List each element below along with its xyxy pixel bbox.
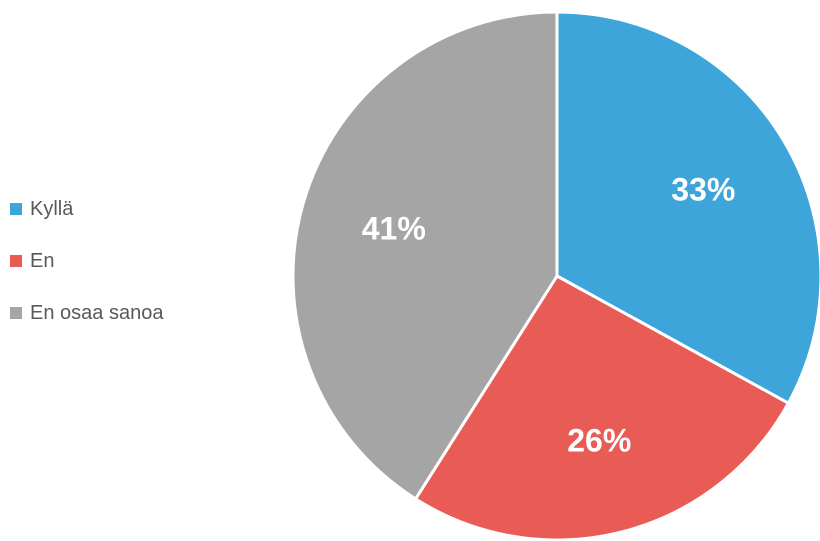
legend-label-en: En xyxy=(30,249,55,272)
legend-swatch-en xyxy=(10,255,22,267)
data-label-en: 26% xyxy=(567,423,631,459)
pie-slice-en-osaa-sanoa xyxy=(291,10,559,501)
legend-item-kylla: Kyllä xyxy=(10,196,163,222)
legend-swatch-en-osaa-sanoa xyxy=(10,307,22,319)
legend: Kyllä En En osaa sanoa xyxy=(10,196,163,352)
data-label-en-osaa-sanoa: 41% xyxy=(362,211,426,247)
legend-label-en-osaa-sanoa: En osaa sanoa xyxy=(30,301,164,324)
data-label-kylla: 33% xyxy=(671,171,735,207)
pie-slice-kylla xyxy=(555,10,820,405)
legend-swatch-kylla xyxy=(10,203,22,215)
legend-item-en-osaa-sanoa: En osaa sanoa xyxy=(10,300,163,326)
legend-label-kylla: Kyllä xyxy=(30,197,74,220)
pie-slice-en xyxy=(414,274,790,541)
legend-item-en: En xyxy=(10,248,163,274)
